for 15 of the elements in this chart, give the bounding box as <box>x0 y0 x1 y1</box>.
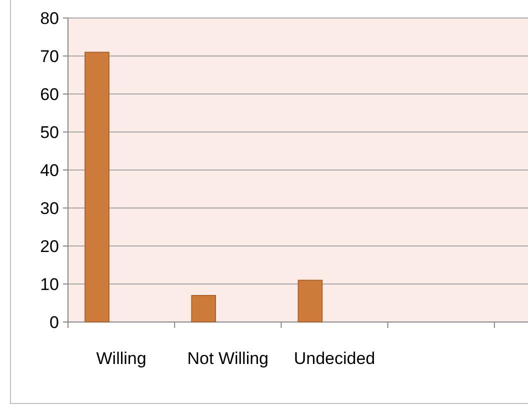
y-tick-label: 80 <box>40 8 59 28</box>
y-tick-label: 40 <box>40 160 59 180</box>
bar <box>191 295 216 322</box>
bar <box>298 280 323 322</box>
y-tick-label: 50 <box>40 122 59 142</box>
y-tick-label: 30 <box>40 198 59 218</box>
y-tick-label: 10 <box>40 274 59 294</box>
y-tick-label: 20 <box>40 236 59 256</box>
x-tick-label: Willing <box>96 349 146 368</box>
bar <box>84 52 110 322</box>
y-tick-label: 0 <box>50 312 59 332</box>
x-tick-label: Undecided <box>294 349 376 368</box>
y-tick-label: 60 <box>40 84 59 104</box>
y-tick-label: 70 <box>40 46 59 66</box>
x-tick-label: Not Willing <box>187 349 269 368</box>
